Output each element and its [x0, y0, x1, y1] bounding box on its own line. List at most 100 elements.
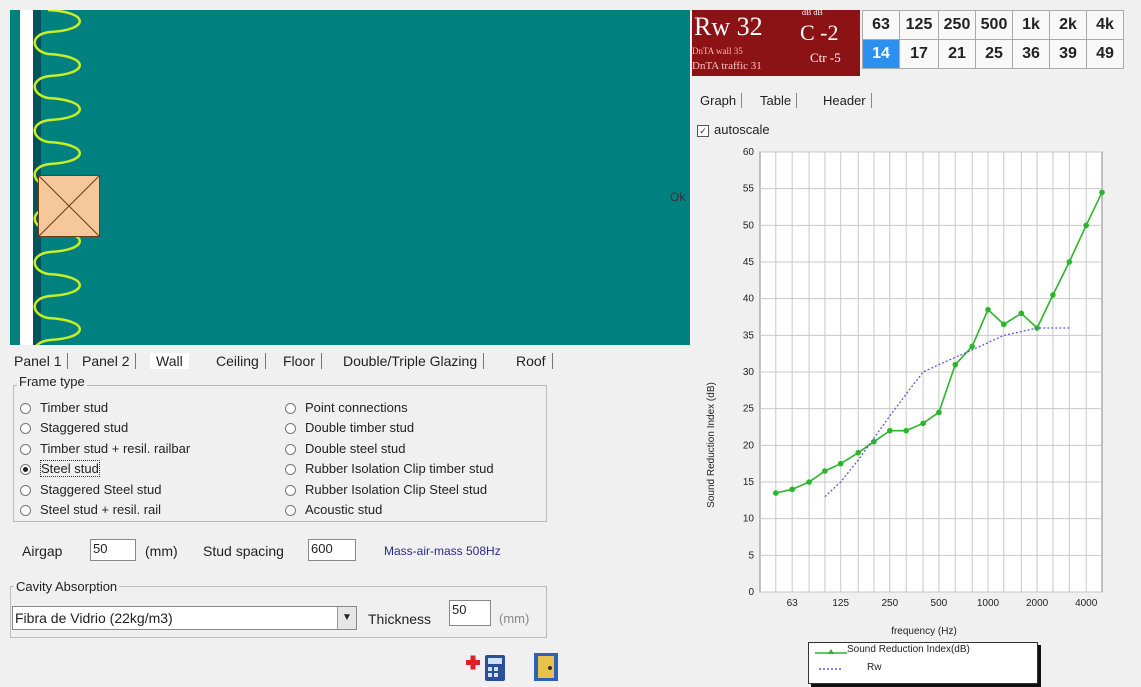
y-tick-label: 10 — [743, 514, 755, 525]
board-edge — [33, 10, 41, 345]
sri-chart: 0 5 10 15 20 25 30 35 40 45 50 55 60 63 125 250 500 1000… — [706, 147, 1105, 637]
chart-legend: Sound Reduction Index(dB) Rw — [808, 642, 1038, 684]
data-point — [903, 427, 909, 434]
cavity-selected-value: Fibra de Vidrio (22kg/m3) — [15, 610, 173, 626]
radio-point-connections[interactable]: Point connections — [285, 400, 408, 415]
x-tick-label: 1000 — [977, 598, 1000, 609]
band-value[interactable]: 25 — [975, 39, 1013, 69]
data-point — [1001, 321, 1007, 328]
tab-ceiling[interactable]: Ceiling — [210, 353, 266, 369]
tab-table[interactable]: Table — [755, 93, 798, 108]
autoscale-label: autoscale — [714, 122, 770, 137]
tab-floor[interactable]: Floor — [277, 353, 322, 369]
band-value[interactable]: 14 — [862, 39, 900, 69]
radio-icon — [285, 464, 296, 476]
tab-header[interactable]: Header — [818, 93, 872, 108]
exit-button[interactable] — [528, 650, 564, 684]
stud-section — [38, 175, 100, 237]
data-point — [969, 343, 975, 350]
y-ticks: 0 5 10 15 20 25 30 35 40 45 50 55 60 — [743, 147, 755, 598]
band-header: 1k — [1012, 10, 1050, 40]
airgap-input[interactable]: 50 — [90, 539, 136, 561]
tab-panel-1[interactable]: Panel 1 — [8, 353, 69, 369]
legend-series-2: Rw — [867, 662, 882, 673]
radio-double-steel[interactable]: Double steel stud — [285, 441, 405, 456]
y-tick-label: 40 — [743, 294, 755, 305]
mass-air-mass-label: Mass-air-mass 508Hz — [384, 544, 501, 558]
cavity-select[interactable]: Fibra de Vidrio (22kg/m3) ▼ — [12, 606, 357, 630]
tab-panel-2[interactable]: Panel 2 — [76, 353, 137, 369]
band-value-row: 14 17 21 25 36 39 49 — [862, 39, 1124, 69]
data-point — [1050, 292, 1056, 298]
airgap-label: Airgap — [22, 543, 63, 559]
checkbox-icon: ✓ — [697, 124, 709, 137]
band-header: 63 — [862, 10, 900, 40]
radio-icon — [20, 403, 31, 415]
radio-staggered-stud[interactable]: Staggered stud — [20, 420, 128, 435]
radio-selected-icon — [20, 464, 31, 476]
tab-roof[interactable]: Roof — [510, 353, 553, 369]
radio-label: Rubber Isolation Clip timber stud — [305, 461, 494, 476]
gap-marker: Ok — [670, 190, 686, 204]
ctr-value: Ctr -5 — [810, 50, 841, 65]
construction-view[interactable] — [10, 10, 690, 345]
add-layer-button[interactable] — [460, 650, 520, 684]
band-header: 250 — [938, 10, 976, 40]
band-value[interactable]: 49 — [1086, 39, 1124, 69]
radio-label: Double timber stud — [305, 420, 415, 435]
radio-acoustic-stud[interactable]: Acoustic stud — [285, 502, 382, 517]
radio-steel-stud[interactable]: Steel stud — [20, 460, 100, 477]
band-table: 63 125 250 500 1k 2k 4k 14 17 21 25 36 3… — [862, 10, 1124, 69]
dnta-traffic: DnTA traffic 31 — [692, 60, 762, 72]
radio-double-timber[interactable]: Double timber stud — [285, 420, 414, 435]
radio-rubber-steel[interactable]: Rubber Isolation Clip Steel stud — [285, 482, 487, 497]
band-value[interactable]: 21 — [938, 39, 976, 69]
band-value[interactable]: 17 — [899, 39, 939, 69]
radio-icon — [20, 423, 31, 435]
radio-icon — [285, 403, 296, 415]
chart-series — [773, 189, 1105, 498]
tab-wall[interactable]: Wall — [150, 353, 189, 369]
stud-spacing-input[interactable]: 600 — [308, 539, 356, 561]
thickness-label: Thickness — [368, 611, 432, 627]
stud-cross-icon — [38, 175, 100, 237]
unit-label: dB dB — [802, 8, 823, 17]
band-header-row: 63 125 250 500 1k 2k 4k — [862, 10, 1124, 40]
radio-timber-resil[interactable]: Timber stud + resil. railbar — [20, 441, 190, 456]
tab-glazing[interactable]: Double/Triple Glazing — [337, 353, 485, 369]
radio-label: Double steel stud — [305, 441, 406, 456]
radio-staggered-steel[interactable]: Staggered Steel stud — [20, 482, 161, 497]
data-point — [806, 479, 812, 485]
x-tick-label: 4000 — [1075, 598, 1098, 609]
chevron-down-icon[interactable]: ▼ — [337, 607, 356, 629]
y-tick-label: 50 — [743, 220, 755, 231]
tab-graph[interactable]: Graph — [695, 93, 743, 108]
add-calc-icon — [466, 655, 505, 681]
autoscale-checkbox[interactable]: ✓ autoscale — [697, 122, 770, 137]
data-point — [1083, 222, 1089, 229]
radio-icon — [285, 444, 296, 456]
door-icon — [534, 653, 558, 681]
radio-label: Steel stud — [40, 460, 100, 477]
dnta-wall: DnTA wall 35 — [692, 46, 743, 56]
radio-label: Acoustic stud — [305, 502, 383, 517]
radio-label: Steel stud + resil. rail — [40, 502, 162, 517]
data-point — [1099, 189, 1105, 196]
data-point — [1018, 310, 1025, 317]
rating-summary: Rw 32 dB dB C -2 DnTA wall 35 Ctr -5 DnT… — [692, 8, 860, 76]
radio-icon — [20, 444, 31, 456]
frame-type-group — [13, 385, 547, 522]
radio-label: Point connections — [305, 400, 408, 415]
cavity-title: Cavity Absorption — [14, 579, 120, 594]
y-axis-label: Sound Reduction Index (dB) — [706, 382, 717, 508]
data-point — [985, 306, 991, 313]
radio-steel-resil[interactable]: Steel stud + resil. rail — [20, 502, 161, 517]
radio-timber-stud[interactable]: Timber stud — [20, 400, 108, 415]
band-value[interactable]: 39 — [1049, 39, 1087, 69]
radio-rubber-timber[interactable]: Rubber Isolation Clip timber stud — [285, 461, 494, 476]
band-value[interactable]: 36 — [1012, 39, 1050, 69]
data-point — [871, 438, 877, 445]
data-point — [789, 486, 795, 493]
y-tick-label: 60 — [743, 147, 755, 158]
thickness-input[interactable]: 50 — [449, 600, 491, 626]
